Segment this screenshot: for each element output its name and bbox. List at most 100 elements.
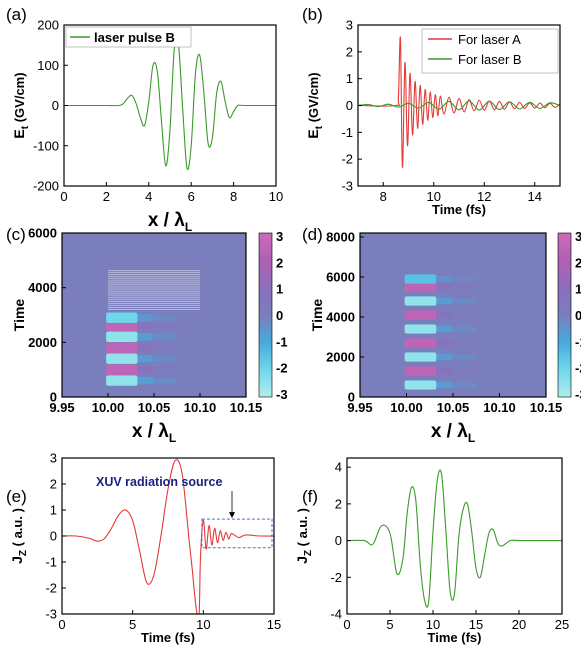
legend-box	[65, 26, 192, 48]
x-tick-label: 10.15	[230, 400, 263, 415]
y-axis-label-subscript: t	[20, 125, 31, 129]
heatmap-band	[136, 376, 155, 385]
x-tick-label: 4	[145, 189, 152, 204]
y-axis-label-units: (GV/cm)	[12, 72, 27, 125]
x-axis-label-subscript: L	[185, 220, 192, 234]
y-tick-label: 0	[346, 98, 353, 113]
colorbar-tick-label: 3	[276, 229, 283, 244]
heatmap-band	[153, 366, 178, 373]
panel-label: (e)	[6, 487, 27, 506]
heatmap-band-core	[404, 380, 437, 390]
y-tick-label: 1	[50, 503, 57, 518]
y-tick-label: 0	[348, 390, 355, 405]
y-tick-label: -200	[33, 179, 59, 194]
heatmap-band	[153, 355, 178, 362]
y-tick-label: 2	[346, 44, 353, 59]
y-tick-label: 8000	[326, 230, 355, 245]
legend-entry: laser pulse B	[94, 30, 175, 45]
heatmap-band-core	[404, 352, 437, 362]
colorbar-tick-label: -2	[276, 361, 288, 376]
x-tick-label: 9.95	[49, 400, 74, 415]
x-tick-label: 10	[427, 189, 441, 204]
x-tick-label: 20	[512, 617, 526, 632]
heatmap-band-core	[106, 331, 138, 343]
y-axis-label-main: J	[9, 556, 25, 564]
annotation-text: XUV radiation source	[96, 475, 222, 489]
heatmap-band-core	[106, 353, 138, 364]
y-tick-label: 4000	[326, 310, 355, 325]
series-line-for-laser-a	[358, 36, 560, 168]
heatmap-band	[136, 333, 155, 341]
heatmap-band-core	[404, 324, 437, 334]
heatmap-band	[452, 298, 477, 304]
annotation-box	[201, 518, 273, 549]
heatmap-band	[452, 382, 477, 388]
y-tick-label: 0	[335, 533, 342, 548]
colorbar-tick-label: 0	[575, 308, 581, 323]
y-tick-label: 100	[37, 58, 59, 73]
y-tick-label: 4	[335, 460, 342, 475]
x-tick-label: 5	[386, 617, 393, 632]
heatmap-band	[434, 297, 454, 305]
x-tick-label: 0	[343, 617, 350, 632]
y-tick-label: -2	[341, 152, 353, 167]
x-axis-label-main: Time (fs)	[428, 630, 482, 645]
x-tick-label: 15	[469, 617, 483, 632]
heatmap-band	[434, 325, 454, 333]
x-axis-label-main: Time (fs)	[432, 202, 486, 217]
x-tick-label: 14	[528, 189, 542, 204]
y-tick-label: -1	[341, 125, 353, 140]
y-tick-label: 0	[52, 98, 59, 113]
x-axis-label: x / λL	[431, 421, 475, 445]
y-axis-label-units: ( a.u. )	[10, 508, 25, 550]
x-axis-label-main: x / λ	[148, 210, 185, 231]
x-tick-label: 10.10	[184, 400, 217, 415]
x-tick-label: 15	[267, 617, 281, 632]
series-line-0	[347, 469, 562, 608]
x-axis-label-subscript: L	[169, 431, 176, 445]
panel-label: (c)	[6, 225, 26, 244]
y-tick-label: -4	[330, 607, 342, 622]
colorbar	[258, 232, 273, 398]
y-axis-label-main: Time	[11, 299, 27, 332]
heatmap-band-core	[404, 296, 437, 306]
heatmap-band	[452, 284, 477, 290]
legend-box	[421, 28, 559, 74]
panel-label: (a)	[6, 5, 27, 24]
x-axis-label: x / λL	[148, 210, 192, 234]
x-tick-label: 10.10	[483, 400, 516, 415]
heatmap-band	[136, 344, 155, 352]
legend-entry: For laser B	[458, 52, 522, 67]
y-tick-label: 200	[37, 18, 59, 33]
heatmap-band	[153, 377, 178, 384]
x-tick-label: 5	[129, 617, 136, 632]
heatmap-band-core	[106, 312, 138, 323]
y-axis-label-units: (GV/cm)	[306, 72, 321, 125]
x-tick-label: 10.15	[530, 400, 563, 415]
y-axis-label-subscript: t	[314, 125, 325, 129]
heatmap-band	[434, 283, 454, 291]
x-tick-label: 10	[269, 189, 283, 204]
colorbar-tick-label: -2	[575, 361, 581, 376]
heatmap-band	[153, 334, 178, 340]
heatmap-band-core	[404, 366, 437, 376]
y-tick-label: 6000	[326, 270, 355, 285]
heatmap-band	[153, 344, 178, 351]
heatmap-band-core	[404, 338, 437, 348]
heatmap-band	[434, 339, 454, 347]
y-tick-label: -2	[45, 581, 57, 596]
x-tick-label: 25	[555, 617, 569, 632]
y-axis-label-main: E	[305, 129, 321, 138]
heatmap-band	[452, 276, 477, 282]
y-tick-label: 6000	[28, 226, 57, 241]
y-tick-label: -3	[45, 607, 57, 622]
panel-f: (f) 0 5 10 15 20 25 -4 -2 0 2 4 Time (fs) JZ ( a.u. )	[294, 457, 569, 645]
annotation-arrow-head	[229, 512, 235, 519]
panel-label: (d)	[302, 225, 323, 244]
heatmap-band	[434, 367, 454, 375]
x-axis-label-main: x / λ	[132, 421, 169, 442]
colorbar-tick-label: 0	[276, 308, 283, 323]
x-tick-label: 12	[477, 189, 491, 204]
y-tick-label: 4000	[28, 280, 57, 295]
y-tick-label: 2	[50, 477, 57, 492]
